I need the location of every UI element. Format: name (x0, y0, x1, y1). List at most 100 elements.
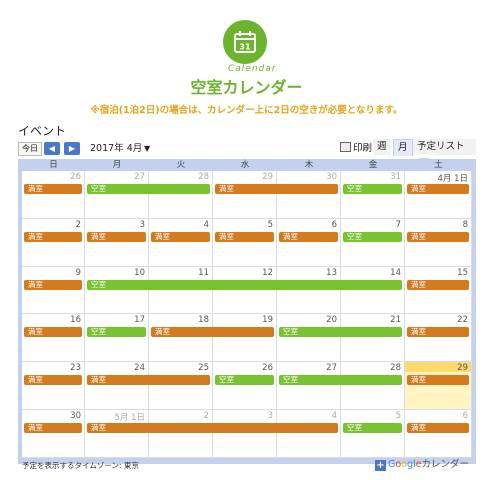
day-number[interactable]: 19 (262, 315, 273, 326)
day-cell[interactable]: 7 (341, 218, 405, 267)
day-cell[interactable]: 30 (22, 410, 85, 458)
day-cell[interactable]: 3 (213, 410, 277, 458)
day-number[interactable]: 18 (198, 315, 209, 326)
day-cell[interactable]: 3 (85, 218, 149, 267)
day-cell[interactable]: 6 (277, 218, 341, 267)
day-number[interactable]: 10 (134, 267, 145, 278)
day-cell[interactable]: 29 (405, 362, 472, 410)
event-full[interactable]: 満室 (24, 184, 82, 194)
day-cell[interactable]: 11 (149, 266, 213, 315)
day-cell[interactable]: 17 (85, 314, 149, 363)
day-cell[interactable]: 27 (85, 171, 149, 219)
day-cell[interactable]: 16 (22, 314, 85, 363)
day-cell[interactable]: 2 (22, 218, 85, 267)
day-number[interactable]: 26 (70, 172, 81, 182)
print-button[interactable]: 印刷 (340, 142, 372, 155)
day-number[interactable]: 4月 1日 (437, 174, 468, 184)
google-calendar-button[interactable]: + Googleカレンダー (375, 456, 469, 471)
day-number[interactable]: 12 (262, 267, 273, 278)
day-cell[interactable]: 29 (213, 171, 277, 219)
prev-month-button[interactable]: ◀ (44, 142, 60, 155)
event-vacant[interactable]: 空室 (87, 327, 146, 338)
day-number[interactable]: 20 (326, 315, 337, 326)
day-cell[interactable]: 22 (405, 314, 472, 363)
event-vacant[interactable]: 空室 (279, 327, 402, 338)
day-number[interactable]: 14 (390, 267, 401, 278)
day-number[interactable]: 5月 1日 (114, 413, 145, 423)
event-full[interactable]: 満室 (215, 231, 274, 242)
day-cell[interactable]: 25 (149, 362, 213, 410)
day-cell[interactable]: 28 (341, 362, 405, 410)
event-vacant[interactable]: 空室 (343, 184, 402, 194)
day-cell[interactable]: 8 (405, 218, 472, 267)
day-number[interactable]: 24 (134, 363, 145, 374)
day-number[interactable]: 2 (75, 219, 81, 230)
day-number[interactable]: 28 (390, 363, 401, 374)
event-full[interactable]: 満室 (87, 231, 146, 242)
day-number[interactable]: 5 (267, 219, 273, 230)
day-cell[interactable]: 4 (277, 410, 341, 458)
event-vacant[interactable]: 空室 (343, 423, 402, 433)
day-cell[interactable]: 5月 1日 (85, 410, 149, 458)
day-number[interactable]: 15 (457, 267, 468, 278)
day-number[interactable]: 25 (198, 363, 209, 374)
event-full[interactable]: 満室 (24, 375, 82, 386)
day-cell[interactable]: 15 (405, 266, 472, 315)
day-number[interactable]: 5 (395, 411, 401, 421)
day-cell[interactable]: 19 (213, 314, 277, 363)
event-full[interactable]: 満室 (87, 375, 210, 386)
event-full[interactable]: 満室 (215, 184, 338, 194)
day-cell[interactable]: 2 (149, 410, 213, 458)
event-full[interactable]: 満室 (407, 423, 469, 433)
day-number[interactable]: 30 (326, 172, 337, 182)
event-full[interactable]: 満室 (407, 375, 469, 386)
day-number[interactable]: 4 (331, 411, 337, 421)
event-vacant[interactable]: 空室 (87, 279, 402, 290)
event-full[interactable]: 満室 (24, 423, 82, 433)
next-month-button[interactable]: ▶ (64, 142, 80, 155)
day-cell[interactable]: 30 (277, 171, 341, 219)
day-cell[interactable]: 31 (341, 171, 405, 219)
day-cell[interactable]: 12 (213, 266, 277, 315)
event-vacant[interactable]: 空室 (279, 375, 402, 386)
day-number[interactable]: 27 (326, 363, 337, 374)
day-number[interactable]: 30 (70, 411, 81, 421)
month-dropdown-caret-icon[interactable]: ▼ (144, 144, 151, 153)
event-vacant[interactable]: 空室 (87, 184, 210, 194)
day-cell[interactable]: 27 (277, 362, 341, 410)
event-vacant[interactable]: 空室 (215, 375, 274, 386)
day-number[interactable]: 31 (390, 172, 401, 182)
event-full[interactable]: 満室 (24, 327, 82, 338)
day-cell[interactable]: 26 (22, 171, 85, 219)
tab-month[interactable]: 月 (393, 139, 413, 156)
day-number[interactable]: 4 (203, 219, 209, 230)
day-number[interactable]: 17 (134, 315, 145, 326)
today-button[interactable]: 今日 (18, 142, 42, 156)
day-cell[interactable]: 10 (85, 266, 149, 315)
day-number[interactable]: 28 (198, 172, 209, 182)
day-number[interactable]: 23 (70, 363, 81, 374)
day-number[interactable]: 2 (203, 411, 209, 421)
day-cell[interactable]: 23 (22, 362, 85, 410)
day-number[interactable]: 29 (262, 172, 273, 182)
event-full[interactable]: 満室 (279, 231, 338, 242)
day-number[interactable]: 3 (267, 411, 273, 421)
event-full[interactable]: 満室 (151, 327, 274, 338)
day-cell[interactable]: 5 (341, 410, 405, 458)
day-number[interactable]: 6 (462, 411, 468, 421)
day-cell[interactable]: 26 (213, 362, 277, 410)
day-number[interactable]: 13 (326, 267, 337, 278)
day-number[interactable]: 27 (134, 172, 145, 182)
event-full[interactable]: 満室 (407, 184, 469, 194)
day-cell[interactable]: 28 (149, 171, 213, 219)
event-full[interactable]: 満室 (87, 423, 338, 433)
day-number[interactable]: 29 (457, 363, 468, 374)
day-number[interactable]: 9 (75, 267, 81, 278)
day-cell[interactable]: 20 (277, 314, 341, 363)
event-full[interactable]: 満室 (407, 279, 469, 290)
day-cell[interactable]: 21 (341, 314, 405, 363)
day-number[interactable]: 26 (262, 363, 273, 374)
day-cell[interactable]: 18 (149, 314, 213, 363)
event-vacant[interactable]: 空室 (343, 231, 402, 242)
event-full[interactable]: 満室 (407, 231, 469, 242)
